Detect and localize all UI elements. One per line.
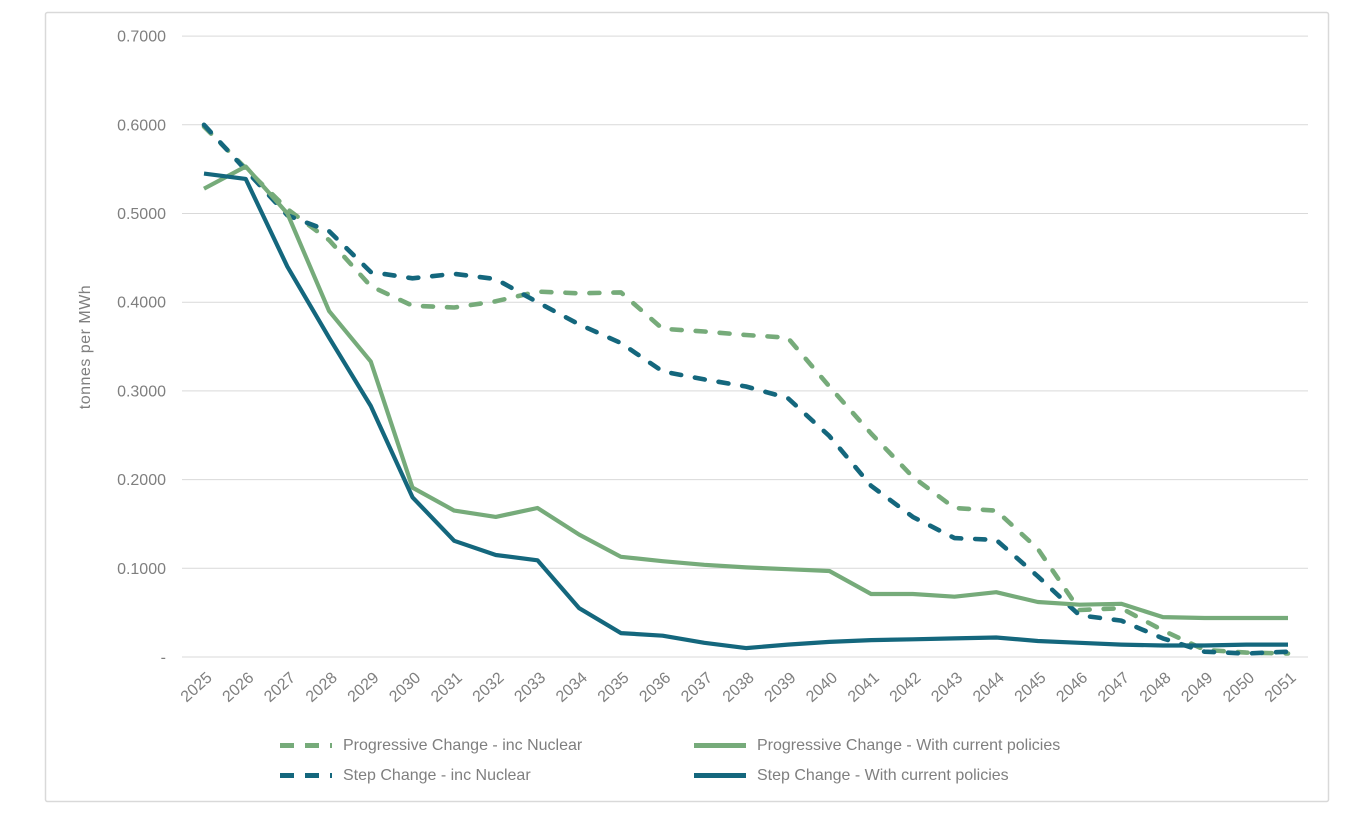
y-tick-label: 0.7000 [117, 29, 166, 46]
y-tick-label: 0.1000 [117, 561, 166, 578]
legend-item-step-inc-nuclear: Step Change - inc Nuclear [280, 765, 694, 786]
legend-item-step-current-policies: Step Change - With current policies [694, 765, 1060, 786]
y-tick-label: 0.3000 [117, 383, 166, 400]
legend-label: Progressive Change - inc Nuclear [343, 736, 583, 754]
y-tick-label: 0.4000 [117, 295, 166, 312]
y-tick-label: 0.6000 [117, 117, 166, 134]
legend-swatch-green-dashed-line [280, 743, 332, 748]
chart-legend: Progressive Change - inc Nuclear Progres… [280, 735, 1060, 786]
legend-label: Step Change - inc Nuclear [343, 766, 531, 784]
legend-swatch-green-solid-line [694, 743, 746, 748]
legend-swatch-teal-solid-line [694, 773, 746, 778]
legend-label: Step Change - With current policies [757, 766, 1009, 784]
legend-item-progressive-inc-nuclear: Progressive Change - inc Nuclear [280, 735, 694, 756]
legend-label: Progressive Change - With current polici… [757, 736, 1061, 754]
series-lines [201, 122, 1291, 656]
y-axis-title: tonnes per MWh [77, 285, 94, 409]
y-tick-label: 0.2000 [117, 472, 166, 489]
series-line-1 [203, 164, 1288, 621]
y-tick-label: - [161, 650, 166, 667]
legend-item-progressive-current-policies: Progressive Change - With current polici… [694, 735, 1060, 756]
chart-frame [44, 11, 1330, 803]
legend-swatch-teal-dashed-line [280, 773, 332, 778]
series-line-0 [201, 124, 1291, 656]
series-line-2 [201, 122, 1291, 656]
y-tick-labels: - 0.1000 0.2000 0.3000 0.4000 0.5000 0.6000 0.7… [117, 29, 166, 667]
y-tick-label: 0.5000 [117, 206, 166, 223]
series-line-3 [203, 171, 1288, 651]
